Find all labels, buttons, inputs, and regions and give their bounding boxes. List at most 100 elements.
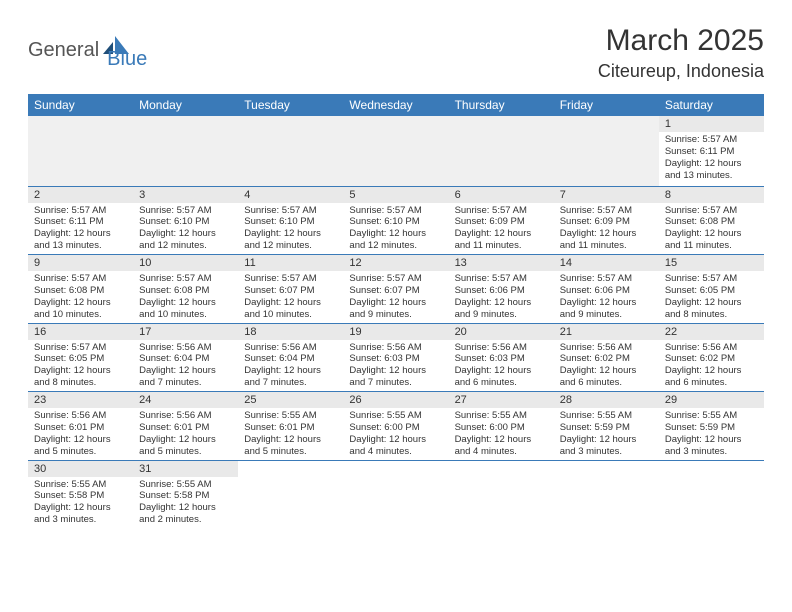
empty-cell <box>133 116 238 186</box>
sunrise-text: Sunrise: 5:57 AM <box>455 273 548 285</box>
daylight-text: Daylight: 12 hours <box>665 297 758 309</box>
daylight-text-2: and 13 minutes. <box>665 170 758 182</box>
weekday-header: Monday <box>133 94 238 116</box>
empty-cell <box>659 460 764 528</box>
week-row: 2Sunrise: 5:57 AMSunset: 6:11 PMDaylight… <box>28 186 764 255</box>
daylight-text-2: and 7 minutes. <box>139 377 232 389</box>
daylight-text: Daylight: 12 hours <box>34 365 127 377</box>
day-content: Sunrise: 5:55 AMSunset: 5:58 PMDaylight:… <box>133 477 238 529</box>
sunrise-text: Sunrise: 5:55 AM <box>455 410 548 422</box>
day-cell: 1Sunrise: 5:57 AMSunset: 6:11 PMDaylight… <box>659 116 764 186</box>
day-cell: 29Sunrise: 5:55 AMSunset: 5:59 PMDayligh… <box>659 392 764 461</box>
sunset-text: Sunset: 6:06 PM <box>560 285 653 297</box>
day-number: 7 <box>554 187 659 203</box>
day-content: Sunrise: 5:56 AMSunset: 6:03 PMDaylight:… <box>449 340 554 392</box>
day-number: 19 <box>343 324 448 340</box>
sunset-text: Sunset: 6:09 PM <box>560 216 653 228</box>
day-number: 10 <box>133 255 238 271</box>
daylight-text-2: and 12 minutes. <box>349 240 442 252</box>
day-cell: 18Sunrise: 5:56 AMSunset: 6:04 PMDayligh… <box>238 323 343 392</box>
day-cell: 22Sunrise: 5:56 AMSunset: 6:02 PMDayligh… <box>659 323 764 392</box>
logo: General Blue <box>28 30 147 71</box>
day-number: 1 <box>659 116 764 132</box>
sunset-text: Sunset: 6:03 PM <box>349 353 442 365</box>
daylight-text: Daylight: 12 hours <box>139 365 232 377</box>
sunrise-text: Sunrise: 5:55 AM <box>139 479 232 491</box>
empty-cell <box>238 116 343 186</box>
day-cell: 19Sunrise: 5:56 AMSunset: 6:03 PMDayligh… <box>343 323 448 392</box>
day-cell: 26Sunrise: 5:55 AMSunset: 6:00 PMDayligh… <box>343 392 448 461</box>
sunset-text: Sunset: 6:03 PM <box>455 353 548 365</box>
day-cell: 25Sunrise: 5:55 AMSunset: 6:01 PMDayligh… <box>238 392 343 461</box>
daylight-text: Daylight: 12 hours <box>665 158 758 170</box>
daylight-text: Daylight: 12 hours <box>139 502 232 514</box>
sunset-text: Sunset: 6:06 PM <box>455 285 548 297</box>
daylight-text: Daylight: 12 hours <box>139 228 232 240</box>
sunset-text: Sunset: 6:01 PM <box>34 422 127 434</box>
daylight-text: Daylight: 12 hours <box>349 434 442 446</box>
sunset-text: Sunset: 6:11 PM <box>665 146 758 158</box>
sunrise-text: Sunrise: 5:56 AM <box>244 342 337 354</box>
daylight-text-2: and 3 minutes. <box>34 514 127 526</box>
day-content: Sunrise: 5:55 AMSunset: 6:01 PMDaylight:… <box>238 408 343 460</box>
day-cell: 24Sunrise: 5:56 AMSunset: 6:01 PMDayligh… <box>133 392 238 461</box>
daylight-text: Daylight: 12 hours <box>34 502 127 514</box>
day-cell: 3Sunrise: 5:57 AMSunset: 6:10 PMDaylight… <box>133 186 238 255</box>
day-number: 6 <box>449 187 554 203</box>
day-content: Sunrise: 5:57 AMSunset: 6:10 PMDaylight:… <box>133 203 238 255</box>
title-block: March 2025 Citeureup, Indonesia <box>598 24 764 82</box>
daylight-text-2: and 10 minutes. <box>244 309 337 321</box>
daylight-text-2: and 9 minutes. <box>560 309 653 321</box>
day-cell: 8Sunrise: 5:57 AMSunset: 6:08 PMDaylight… <box>659 186 764 255</box>
daylight-text: Daylight: 12 hours <box>560 228 653 240</box>
sunset-text: Sunset: 5:59 PM <box>560 422 653 434</box>
daylight-text: Daylight: 12 hours <box>34 434 127 446</box>
daylight-text-2: and 9 minutes. <box>349 309 442 321</box>
day-cell: 30Sunrise: 5:55 AMSunset: 5:58 PMDayligh… <box>28 460 133 528</box>
sunset-text: Sunset: 6:10 PM <box>349 216 442 228</box>
page-title: March 2025 <box>598 24 764 57</box>
day-cell: 16Sunrise: 5:57 AMSunset: 6:05 PMDayligh… <box>28 323 133 392</box>
sunrise-text: Sunrise: 5:57 AM <box>34 205 127 217</box>
day-content: Sunrise: 5:56 AMSunset: 6:04 PMDaylight:… <box>238 340 343 392</box>
day-number: 12 <box>343 255 448 271</box>
daylight-text-2: and 6 minutes. <box>560 377 653 389</box>
day-content: Sunrise: 5:57 AMSunset: 6:05 PMDaylight:… <box>28 340 133 392</box>
empty-cell <box>449 116 554 186</box>
daylight-text-2: and 4 minutes. <box>455 446 548 458</box>
daylight-text: Daylight: 12 hours <box>455 434 548 446</box>
daylight-text-2: and 3 minutes. <box>560 446 653 458</box>
daylight-text: Daylight: 12 hours <box>665 228 758 240</box>
sunrise-text: Sunrise: 5:57 AM <box>244 205 337 217</box>
day-content: Sunrise: 5:57 AMSunset: 6:07 PMDaylight:… <box>343 271 448 323</box>
day-content: Sunrise: 5:57 AMSunset: 6:09 PMDaylight:… <box>554 203 659 255</box>
day-cell: 5Sunrise: 5:57 AMSunset: 6:10 PMDaylight… <box>343 186 448 255</box>
sunrise-text: Sunrise: 5:57 AM <box>455 205 548 217</box>
sunrise-text: Sunrise: 5:56 AM <box>349 342 442 354</box>
daylight-text: Daylight: 12 hours <box>560 297 653 309</box>
weekday-header: Thursday <box>449 94 554 116</box>
day-content: Sunrise: 5:57 AMSunset: 6:08 PMDaylight:… <box>659 203 764 255</box>
empty-cell <box>554 460 659 528</box>
day-number: 24 <box>133 392 238 408</box>
daylight-text-2: and 11 minutes. <box>455 240 548 252</box>
sunset-text: Sunset: 6:10 PM <box>244 216 337 228</box>
sunrise-text: Sunrise: 5:55 AM <box>244 410 337 422</box>
sunset-text: Sunset: 6:04 PM <box>244 353 337 365</box>
daylight-text-2: and 4 minutes. <box>349 446 442 458</box>
day-content: Sunrise: 5:57 AMSunset: 6:10 PMDaylight:… <box>343 203 448 255</box>
weekday-header-row: SundayMondayTuesdayWednesdayThursdayFrid… <box>28 94 764 116</box>
day-content: Sunrise: 5:57 AMSunset: 6:08 PMDaylight:… <box>133 271 238 323</box>
day-cell: 10Sunrise: 5:57 AMSunset: 6:08 PMDayligh… <box>133 255 238 324</box>
day-number: 26 <box>343 392 448 408</box>
day-cell: 31Sunrise: 5:55 AMSunset: 5:58 PMDayligh… <box>133 460 238 528</box>
daylight-text: Daylight: 12 hours <box>455 365 548 377</box>
day-content: Sunrise: 5:56 AMSunset: 6:01 PMDaylight:… <box>133 408 238 460</box>
sunrise-text: Sunrise: 5:56 AM <box>665 342 758 354</box>
daylight-text-2: and 5 minutes. <box>139 446 232 458</box>
sunset-text: Sunset: 6:08 PM <box>34 285 127 297</box>
day-content: Sunrise: 5:55 AMSunset: 5:59 PMDaylight:… <box>554 408 659 460</box>
sunrise-text: Sunrise: 5:57 AM <box>349 273 442 285</box>
day-content: Sunrise: 5:57 AMSunset: 6:05 PMDaylight:… <box>659 271 764 323</box>
day-number: 5 <box>343 187 448 203</box>
